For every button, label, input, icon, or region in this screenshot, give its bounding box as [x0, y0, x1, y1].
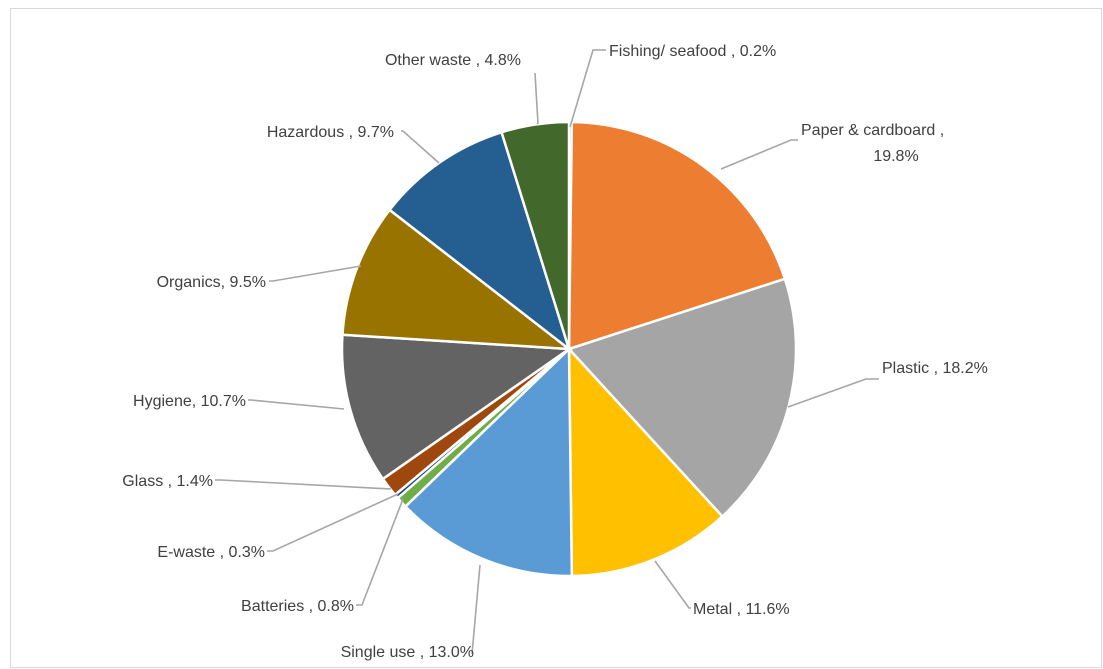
- data-label-line: Other waste , 4.8%: [385, 52, 521, 69]
- data-label-line: Batteries , 0.8%: [241, 598, 354, 615]
- data-label-fishing-seafood: Fishing/ seafood , 0.2%: [609, 43, 776, 60]
- data-label-line: Organics, 9.5%: [157, 274, 266, 291]
- data-label-line: Metal , 11.6%: [693, 601, 790, 618]
- leader-line-organics: [269, 265, 362, 282]
- pie-slices: [340, 120, 798, 578]
- data-label-glass: Glass , 1.4%: [122, 473, 213, 490]
- leader-line-hazardous: [401, 130, 440, 164]
- leader-line-glass: [215, 479, 392, 490]
- leader-lines: [215, 49, 879, 655]
- leader-line-metal: [654, 560, 691, 609]
- pie-slice-paper-cardboard: [567, 120, 787, 351]
- leader-line-paper-cardboard: [720, 139, 798, 170]
- data-label-hygiene: Hygiene, 10.7%: [133, 393, 246, 410]
- pie-chart: Fishing/ seafood , 0.2% Paper & cardboard…: [122, 43, 988, 661]
- data-label-line: Hazardous , 9.7%: [267, 124, 394, 141]
- data-label-single-use: Single use , 13.0%: [341, 644, 474, 661]
- data-label-line: Hygiene, 10.7%: [133, 393, 246, 410]
- pie-slice-other-waste: [500, 120, 571, 350]
- data-label-organics: Organics, 9.5%: [157, 274, 266, 291]
- data-label-hazardous: Hazardous , 9.7%: [267, 124, 394, 141]
- data-label-line: Paper & cardboard ,: [801, 122, 944, 139]
- leader-line-plastic: [787, 378, 879, 408]
- data-label-line: 19.8%: [873, 148, 918, 165]
- leader-line-e-waste: [267, 493, 399, 552]
- pie-slice-hygiene: [340, 333, 573, 481]
- data-label-other-waste: Other waste , 4.8%: [385, 52, 521, 69]
- data-label-line: Glass , 1.4%: [122, 473, 213, 490]
- data-label-e-waste: E-waste , 0.3%: [157, 544, 265, 561]
- pie-slice-single-use: [403, 346, 574, 578]
- chart-area: Fishing/ seafood , 0.2% Paper & cardboard…: [10, 8, 1102, 668]
- pie-slice-organics: [341, 208, 573, 351]
- leader-line-single-use: [471, 564, 481, 655]
- data-label-line: Plastic , 18.2%: [882, 360, 988, 377]
- data-label-metal: Metal , 11.6%: [693, 601, 790, 618]
- leader-line-other-waste: [534, 72, 539, 125]
- pie-slice-hazardous: [387, 130, 572, 353]
- data-label-plastic: Plastic , 18.2%: [882, 360, 988, 377]
- leader-line-fishing-seafood: [569, 49, 606, 128]
- data-label-paper-cardboard: Paper & cardboard , 19.8%: [801, 122, 944, 165]
- leader-line-hygiene: [248, 399, 345, 410]
- leader-line-batteries: [356, 498, 404, 606]
- pie-slice-metal: [567, 345, 725, 578]
- data-label-line: E-waste , 0.3%: [157, 544, 265, 561]
- data-label-line: Single use , 13.0%: [341, 644, 474, 661]
- data-label-batteries: Batteries , 0.8%: [241, 598, 354, 615]
- data-labels: Fishing/ seafood , 0.2% Paper & cardboard…: [122, 43, 988, 661]
- data-label-line: Fishing/ seafood , 0.2%: [609, 43, 776, 60]
